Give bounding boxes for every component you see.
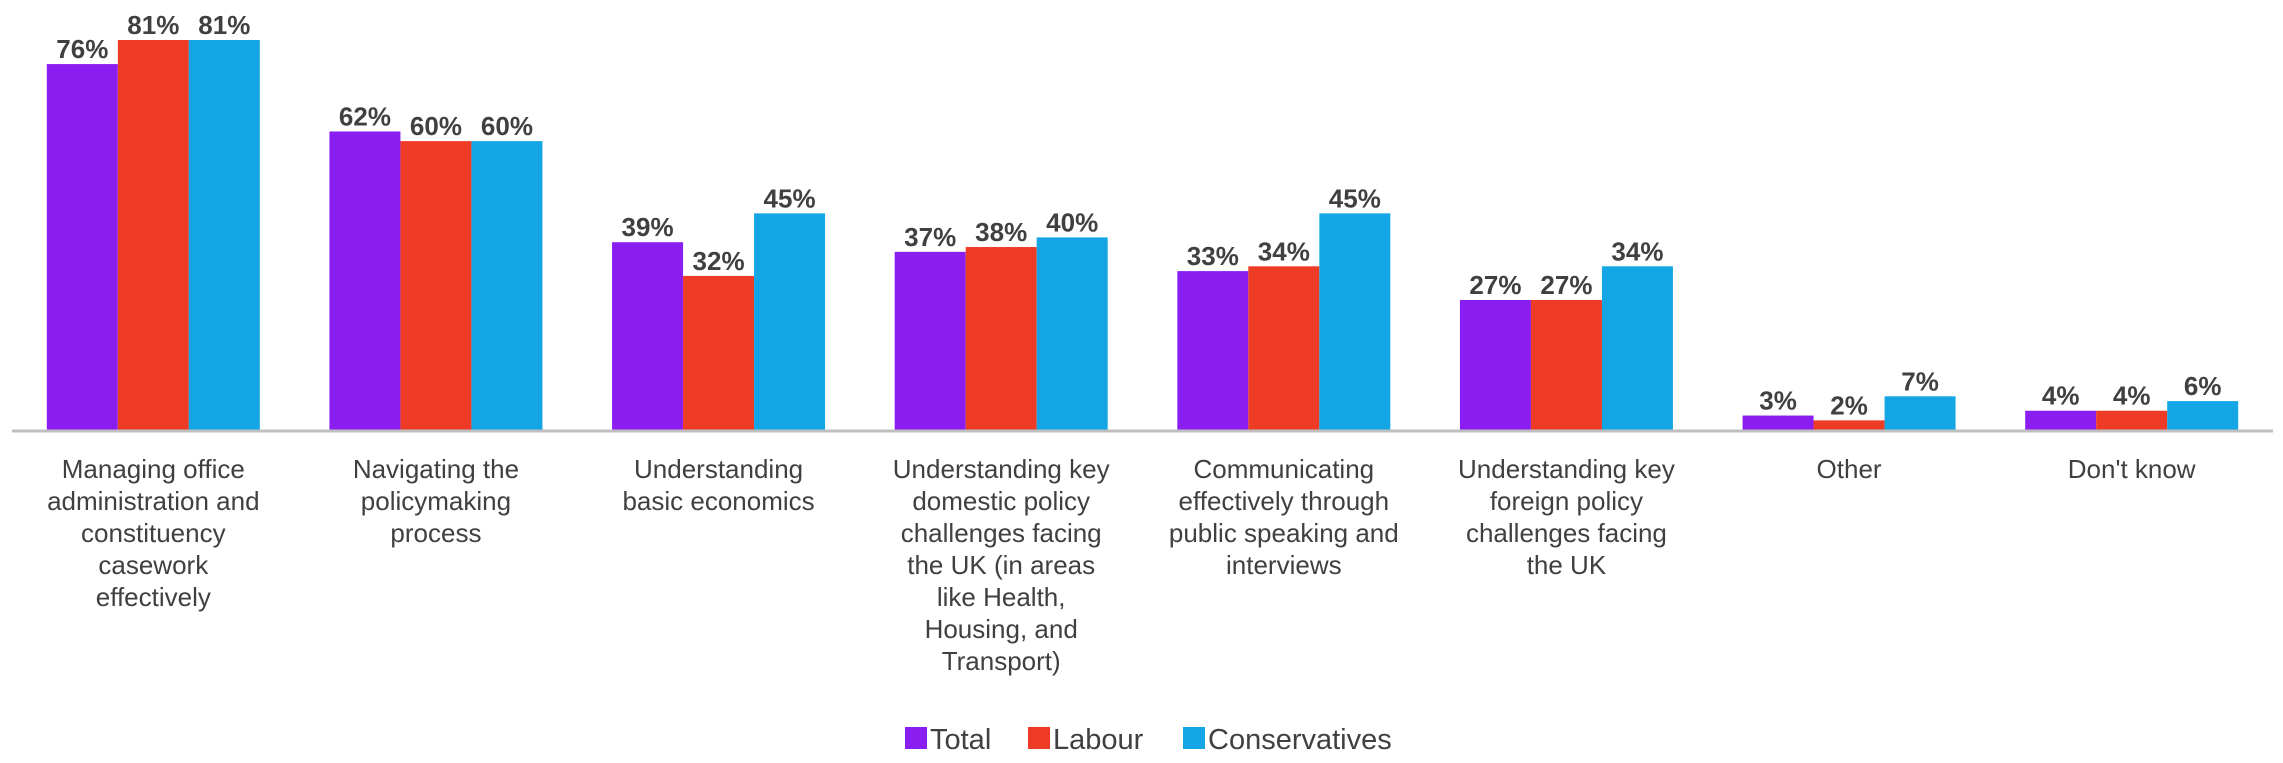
bar-conservatives-1 xyxy=(471,141,543,430)
bar-conservatives-2 xyxy=(754,213,826,430)
value-label: 6% xyxy=(2184,371,2222,401)
bar-total-7 xyxy=(2025,410,2097,430)
value-label: 81% xyxy=(198,10,250,40)
category-label-line: Managing office xyxy=(62,454,245,484)
value-label: 40% xyxy=(1046,207,1098,237)
legend-swatch xyxy=(905,727,927,749)
bar-total-4 xyxy=(1177,271,1249,430)
value-label: 4% xyxy=(2042,381,2080,411)
category-label-line: effectively through xyxy=(1179,486,1390,516)
category-label-line: effectively xyxy=(96,582,211,612)
category-label-line: Transport) xyxy=(942,646,1061,676)
bar-total-0 xyxy=(46,64,118,431)
bar-labour-3 xyxy=(965,247,1037,430)
bar-total-3 xyxy=(894,251,966,430)
bar-conservatives-0 xyxy=(188,40,260,430)
value-label: 27% xyxy=(1540,270,1592,300)
value-label: 2% xyxy=(1830,390,1868,420)
category-label-line: process xyxy=(390,518,481,548)
category-label-line: the UK (in areas xyxy=(907,550,1095,580)
category-label-line: administration and xyxy=(47,486,259,516)
legend-swatch xyxy=(1028,727,1050,749)
bar-total-2 xyxy=(612,242,684,430)
bar-labour-2 xyxy=(683,275,755,430)
category-label-line: Housing, and xyxy=(925,614,1078,644)
value-label: 37% xyxy=(904,222,956,252)
value-label: 7% xyxy=(1901,366,1939,396)
value-label: 4% xyxy=(2113,381,2151,411)
value-label: 45% xyxy=(764,183,816,213)
category-label-line: public speaking and xyxy=(1169,518,1399,548)
category-label-line: foreign policy xyxy=(1490,486,1643,516)
legend-item-conservatives: Conservatives xyxy=(1183,724,1392,756)
category-label-line: Don't know xyxy=(2068,454,2196,484)
bar-total-1 xyxy=(329,131,401,430)
category-label-line: the UK xyxy=(1527,550,1607,580)
value-label: 81% xyxy=(127,10,179,40)
value-label: 60% xyxy=(410,111,462,141)
category-label-line: policymaking xyxy=(361,486,511,516)
bar-labour-1 xyxy=(400,141,472,430)
category-label-6: Other xyxy=(1817,454,1882,484)
category-label-line: like Health, xyxy=(937,582,1066,612)
bar-conservatives-5 xyxy=(1601,266,1673,430)
legend-label: Conservatives xyxy=(1208,724,1392,756)
category-label-line: basic economics xyxy=(622,486,814,516)
category-label-line: Navigating the xyxy=(353,454,519,484)
value-label: 76% xyxy=(56,34,108,64)
category-label-line: casework xyxy=(98,550,209,580)
bar-labour-7 xyxy=(2096,410,2168,430)
value-label: 34% xyxy=(1258,236,1310,266)
category-label-line: domestic policy xyxy=(912,486,1090,516)
legend-item-labour: Labour xyxy=(1028,724,1144,756)
legend-swatch xyxy=(1183,727,1205,749)
value-label: 33% xyxy=(1187,241,1239,271)
category-label-line: Understanding key xyxy=(1458,454,1675,484)
bars-layer xyxy=(46,40,2239,431)
category-label-line: challenges facing xyxy=(1466,518,1667,548)
bar-conservatives-6 xyxy=(1884,396,1956,430)
category-label-line: interviews xyxy=(1226,550,1342,580)
category-label-7: Don't know xyxy=(2068,454,2196,484)
legend-label: Total xyxy=(930,724,991,756)
bar-labour-4 xyxy=(1248,266,1320,430)
bar-labour-6 xyxy=(1813,420,1885,430)
bar-labour-5 xyxy=(1530,300,1602,430)
bar-labour-0 xyxy=(117,40,189,430)
category-label-line: challenges facing xyxy=(901,518,1102,548)
value-label: 27% xyxy=(1469,270,1521,300)
value-label: 39% xyxy=(622,212,674,242)
value-label: 38% xyxy=(975,217,1027,247)
bar-total-5 xyxy=(1459,300,1531,430)
value-label: 3% xyxy=(1759,386,1797,416)
legend-label: Labour xyxy=(1053,724,1144,756)
category-label-line: constituency xyxy=(81,518,226,548)
bar-conservatives-7 xyxy=(2167,401,2239,430)
category-label-line: Understanding key xyxy=(893,454,1110,484)
category-label-line: Communicating xyxy=(1193,454,1374,484)
value-labels-layer: 76% 81% 81% 62% 60% 60% 39% 32% 45% 37% 38% 40% 33% 3… xyxy=(56,10,2221,420)
bar-total-6 xyxy=(1742,415,1814,430)
bar-conservatives-3 xyxy=(1036,237,1108,430)
value-label: 45% xyxy=(1329,183,1381,213)
legend: Total Labour Conservatives xyxy=(905,724,1392,756)
category-label-line: Understanding xyxy=(634,454,803,484)
bar-conservatives-4 xyxy=(1319,213,1391,430)
category-label-line: Other xyxy=(1817,454,1882,484)
value-label: 32% xyxy=(693,246,745,276)
value-label: 60% xyxy=(481,111,533,141)
value-label: 62% xyxy=(339,101,391,131)
legend-item-total: Total xyxy=(905,724,991,756)
value-label: 34% xyxy=(1611,236,1663,266)
